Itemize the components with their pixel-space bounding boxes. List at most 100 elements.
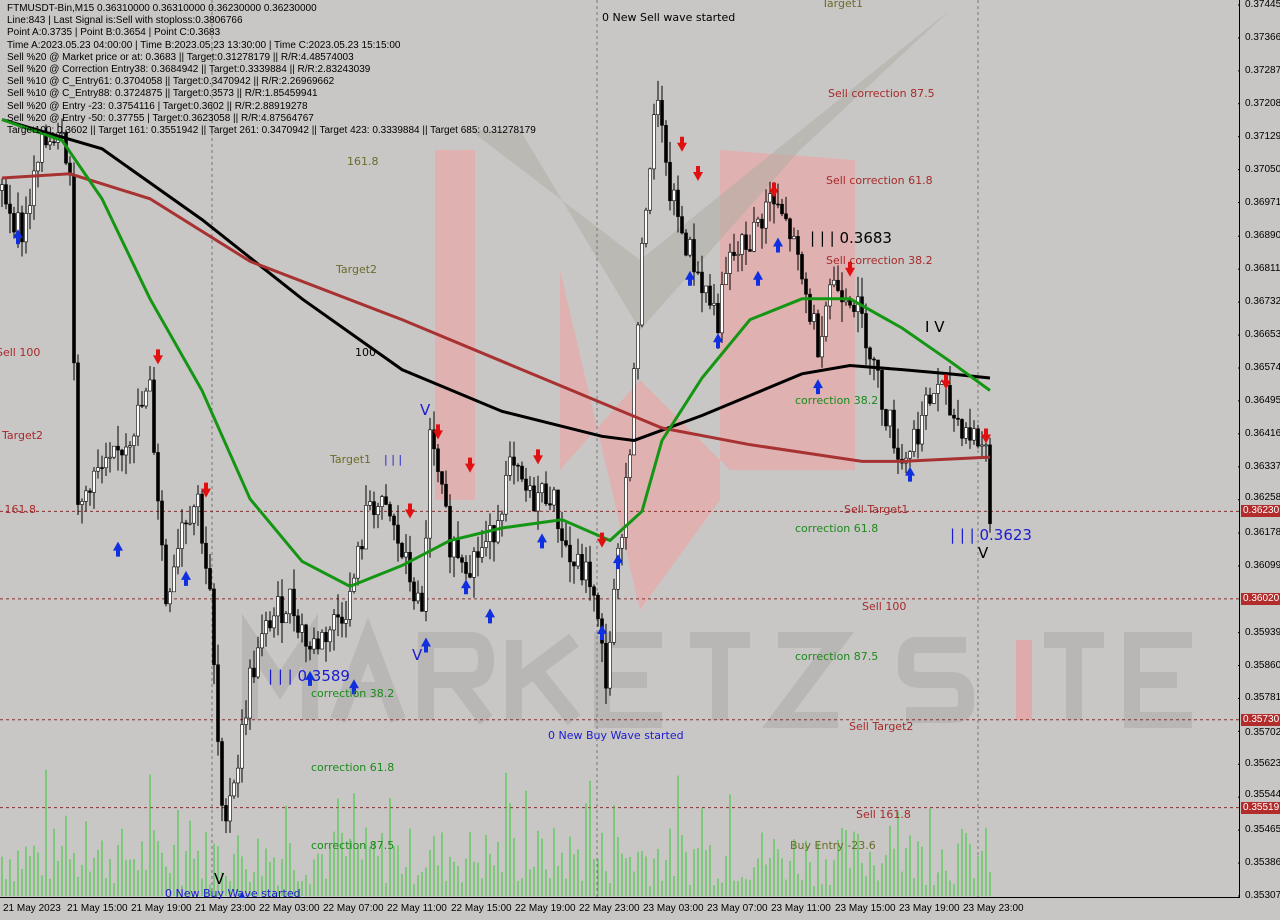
candle-body (556, 489, 560, 529)
sell-1618-label: Sell 161.8 (856, 808, 911, 821)
candle-body (492, 525, 496, 543)
candle-body (404, 552, 408, 558)
candle-body (236, 767, 240, 784)
candle-body (212, 588, 216, 666)
candle-body (12, 213, 16, 233)
candle-body (472, 551, 476, 578)
buy-arrow-icon (181, 570, 191, 586)
candle-body (652, 114, 656, 170)
candle-body (972, 428, 976, 441)
candle-body (872, 358, 876, 361)
candle-body (224, 805, 228, 822)
candle-body (220, 741, 224, 806)
target1-top-label: Target1 (822, 0, 864, 10)
candle-body (808, 293, 812, 322)
candle-body (120, 449, 124, 456)
candle-body (268, 620, 272, 629)
time-tick-label: 23 May 19:00 (899, 903, 960, 914)
candle-body (800, 254, 804, 280)
candle-body (400, 542, 404, 558)
buy-arrow-icon (597, 625, 607, 641)
candle-body (60, 132, 64, 135)
candle-body (256, 647, 260, 678)
candle-body (20, 212, 24, 243)
candle-body (432, 429, 436, 450)
price-tick-label: 0.37445 (1245, 0, 1280, 10)
buy-arrow-icon (305, 670, 315, 686)
price-tick-label: 0.36099 (1245, 559, 1280, 571)
candle-body (740, 234, 744, 255)
candle-body (192, 506, 196, 524)
sell-target1-label: Sell Target1 (844, 503, 909, 516)
candle-body (620, 537, 624, 549)
candle-body (664, 125, 668, 163)
price-tick-label: 0.35781 (1245, 692, 1280, 704)
candle-body (180, 522, 184, 549)
price-chart[interactable] (0, 0, 1240, 898)
candle-body (508, 456, 512, 476)
sell-arrow-icon (597, 532, 607, 548)
candle-body (460, 557, 464, 563)
price-tick-label: 0.35702 (1245, 726, 1280, 738)
sell-arrow-icon (153, 349, 163, 365)
watermark-letter (1124, 632, 1192, 728)
sell-correction-618-label: Sell correction 61.8 (826, 174, 933, 187)
candle-body (328, 629, 332, 643)
candle-body (132, 435, 136, 446)
candle-body (164, 544, 168, 605)
price-tick-label: 0.35386 (1245, 857, 1280, 869)
buy-arrow-icon (813, 379, 823, 395)
candle-body (324, 632, 328, 643)
wave-iii-label: | | | (384, 453, 403, 466)
candle-body (300, 624, 304, 633)
price-tick-label: 0.36971 (1245, 196, 1280, 208)
candle-body (528, 485, 532, 491)
candle-body (876, 359, 880, 371)
candle-body (888, 409, 892, 427)
candle-body (604, 642, 608, 689)
sell-arrow-icon (693, 165, 703, 181)
buy-arrow-icon (713, 333, 723, 349)
candle-body (4, 184, 8, 205)
candle-body (688, 239, 692, 256)
candle-body (560, 528, 564, 541)
candle-body (28, 205, 32, 214)
sell-target2-label: Sell Target2 (849, 720, 914, 733)
wave-v-right-label: V (978, 544, 989, 562)
candle-body (896, 447, 900, 460)
watermark-letter (418, 632, 495, 725)
candle-body (476, 551, 480, 558)
time-tick-label: 22 May 07:00 (323, 903, 384, 914)
candle-body (340, 616, 344, 624)
level-1618-left-label: l 161.8 (0, 503, 37, 516)
candle-body (596, 595, 600, 620)
candle-body (168, 591, 172, 605)
buy-entry-label: Buy Entry -23.6 (790, 839, 876, 852)
candle-body (544, 483, 548, 504)
candle-body (112, 445, 116, 458)
candle-body (836, 279, 840, 291)
correction-618-right-label: correction 61.8 (795, 522, 879, 535)
candle-body (820, 336, 824, 358)
sell-100-label: Sell 100 (862, 600, 907, 613)
candle-body (364, 505, 368, 550)
chart-area[interactable] (0, 0, 1240, 898)
candle-body (228, 795, 232, 822)
sell-100-left-label: Sell 100 (0, 346, 41, 359)
price-tick-label: 0.36178 (1245, 527, 1280, 538)
candle-body (188, 522, 192, 525)
candle-body (456, 539, 460, 558)
price-tick-label: 0.37208 (1245, 97, 1280, 109)
candle-body (840, 290, 844, 303)
candle-body (804, 278, 808, 295)
buy-arrow-icon (905, 466, 915, 482)
candle-body (376, 506, 380, 516)
candle-body (280, 596, 284, 624)
wave-iii-right-label: | | | 0.3623 (950, 526, 1032, 544)
target1-mid-label: Target1 (330, 453, 372, 466)
candle-body (988, 444, 992, 524)
candle-body (200, 493, 204, 544)
candle-body (828, 284, 832, 307)
candle-body (732, 251, 736, 256)
candle-body (584, 561, 588, 581)
